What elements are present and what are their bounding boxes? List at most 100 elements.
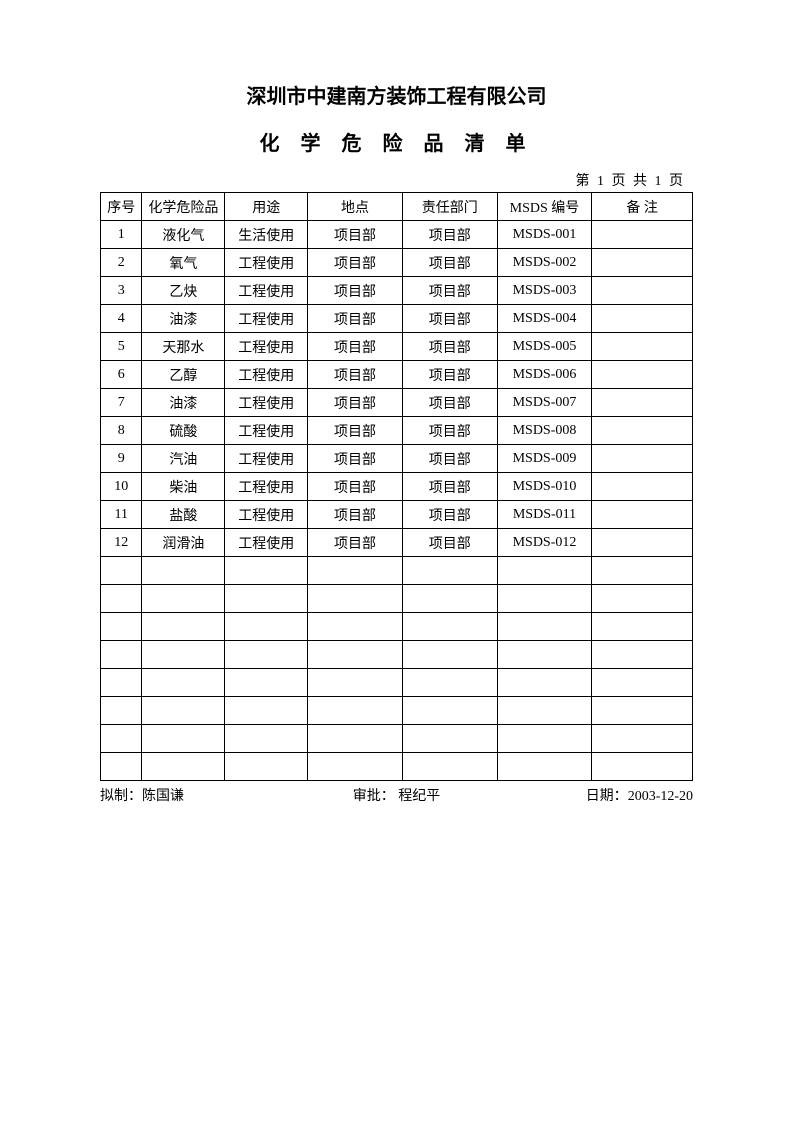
table-cell: 9 xyxy=(101,445,142,473)
table-cell xyxy=(402,557,497,585)
table-row: 8硫酸工程使用项目部项目部MSDS-008 xyxy=(101,417,693,445)
table-cell xyxy=(225,641,308,669)
table-row xyxy=(101,613,693,641)
table-cell xyxy=(225,725,308,753)
table-row xyxy=(101,697,693,725)
table-cell: 11 xyxy=(101,501,142,529)
table-cell xyxy=(101,753,142,781)
table-row: 2氧气工程使用项目部项目部MSDS-002 xyxy=(101,249,693,277)
table-cell: 工程使用 xyxy=(225,305,308,333)
table-row xyxy=(101,669,693,697)
table-cell xyxy=(225,753,308,781)
table-cell xyxy=(592,249,693,277)
table-row: 1液化气生活使用项目部项目部MSDS-001 xyxy=(101,221,693,249)
page-info: 第 1 页 共 1 页 xyxy=(100,170,693,190)
table-row: 11盐酸工程使用项目部项目部MSDS-011 xyxy=(101,501,693,529)
table-cell xyxy=(308,585,403,613)
table-cell: MSDS-002 xyxy=(497,249,592,277)
table-cell: MSDS-009 xyxy=(497,445,592,473)
table-cell: 乙炔 xyxy=(142,277,225,305)
table-cell: 工程使用 xyxy=(225,445,308,473)
table-cell: 项目部 xyxy=(308,305,403,333)
header-seq: 序号 xyxy=(101,193,142,221)
table-cell xyxy=(142,725,225,753)
table-row: 4油漆工程使用项目部项目部MSDS-004 xyxy=(101,305,693,333)
table-row xyxy=(101,641,693,669)
table-cell xyxy=(402,725,497,753)
table-cell: 工程使用 xyxy=(225,529,308,557)
table-row: 9汽油工程使用项目部项目部MSDS-009 xyxy=(101,445,693,473)
table-cell: 项目部 xyxy=(308,249,403,277)
table-cell: 工程使用 xyxy=(225,333,308,361)
table-cell xyxy=(592,641,693,669)
header-remark: 备 注 xyxy=(592,193,693,221)
table-cell xyxy=(592,445,693,473)
table-cell: 项目部 xyxy=(402,361,497,389)
table-cell xyxy=(402,585,497,613)
table-cell: 3 xyxy=(101,277,142,305)
table-cell xyxy=(142,557,225,585)
table-cell xyxy=(101,641,142,669)
table-cell xyxy=(592,501,693,529)
table-cell: 项目部 xyxy=(402,473,497,501)
table-cell: 项目部 xyxy=(402,501,497,529)
table-cell: MSDS-008 xyxy=(497,417,592,445)
table-cell xyxy=(497,753,592,781)
table-cell: 2 xyxy=(101,249,142,277)
table-cell: 硫酸 xyxy=(142,417,225,445)
table-cell: MSDS-003 xyxy=(497,277,592,305)
table-row: 10柴油工程使用项目部项目部MSDS-010 xyxy=(101,473,693,501)
table-cell xyxy=(142,641,225,669)
table-cell xyxy=(142,753,225,781)
approved-by-label: 审批： xyxy=(353,789,395,804)
table-cell xyxy=(101,613,142,641)
table-body: 1液化气生活使用项目部项目部MSDS-0012氧气工程使用项目部项目部MSDS-… xyxy=(101,221,693,781)
table-cell: MSDS-001 xyxy=(497,221,592,249)
footer-approved-by: 审批： 程纪平 xyxy=(298,785,496,805)
date-label: 日期： xyxy=(586,789,628,804)
table-cell: 油漆 xyxy=(142,389,225,417)
header-msds: MSDS 编号 xyxy=(497,193,592,221)
table-cell: 项目部 xyxy=(402,305,497,333)
table-cell xyxy=(592,277,693,305)
table-cell xyxy=(142,669,225,697)
table-cell: 项目部 xyxy=(308,473,403,501)
table-cell xyxy=(308,557,403,585)
table-cell: 项目部 xyxy=(308,333,403,361)
table-row: 12润滑油工程使用项目部项目部MSDS-012 xyxy=(101,529,693,557)
table-row: 5天那水工程使用项目部项目部MSDS-005 xyxy=(101,333,693,361)
table-cell: 氧气 xyxy=(142,249,225,277)
table-row xyxy=(101,753,693,781)
table-cell: MSDS-007 xyxy=(497,389,592,417)
table-cell xyxy=(225,697,308,725)
table-cell: 项目部 xyxy=(308,361,403,389)
table-cell: 工程使用 xyxy=(225,277,308,305)
table-header-row: 序号 化学危险品 用途 地点 责任部门 MSDS 编号 备 注 xyxy=(101,193,693,221)
table-cell xyxy=(592,529,693,557)
table-cell: 项目部 xyxy=(308,277,403,305)
table-cell: 项目部 xyxy=(402,249,497,277)
table-cell: 项目部 xyxy=(402,445,497,473)
table-cell: 项目部 xyxy=(308,529,403,557)
table-cell: MSDS-012 xyxy=(497,529,592,557)
table-row xyxy=(101,725,693,753)
table-cell: 油漆 xyxy=(142,305,225,333)
table-cell xyxy=(142,585,225,613)
table-cell xyxy=(592,697,693,725)
table-cell xyxy=(308,641,403,669)
table-cell xyxy=(592,305,693,333)
table-cell xyxy=(101,585,142,613)
table-cell: MSDS-005 xyxy=(497,333,592,361)
table-cell: 8 xyxy=(101,417,142,445)
table-cell: 项目部 xyxy=(402,389,497,417)
table-cell: 工程使用 xyxy=(225,473,308,501)
table-cell: 项目部 xyxy=(402,333,497,361)
table-cell xyxy=(592,669,693,697)
table-cell: 工程使用 xyxy=(225,417,308,445)
header-chemical: 化学危险品 xyxy=(142,193,225,221)
table-cell: 项目部 xyxy=(308,389,403,417)
table-cell: 项目部 xyxy=(402,417,497,445)
table-cell xyxy=(592,389,693,417)
table-row: 7油漆工程使用项目部项目部MSDS-007 xyxy=(101,389,693,417)
table-cell xyxy=(592,361,693,389)
